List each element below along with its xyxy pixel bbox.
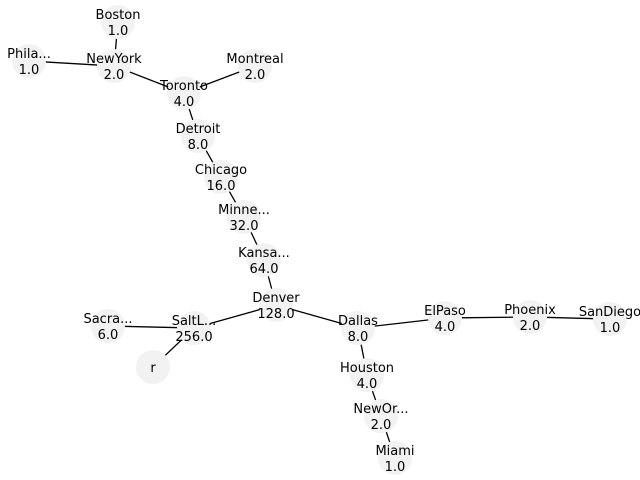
node-name-denver: Denver (252, 291, 300, 306)
edge-newyork-toronto (126, 70, 172, 89)
node-value-houston: 4.0 (357, 377, 378, 392)
node-name-chicago: Chicago (195, 163, 247, 178)
node-circle-sacra (91, 309, 125, 343)
node-phila: Phila...1.0 (7, 47, 51, 78)
node-value-dallas: 8.0 (348, 330, 369, 345)
node-value-denver: 128.0 (257, 307, 294, 322)
node-name-boston: Boston (96, 8, 141, 23)
node-value-toronto: 4.0 (174, 95, 195, 110)
edge-phila-newyork (42, 61, 101, 66)
node-circle-houston (350, 358, 384, 392)
edge-elpaso-phoenix (458, 316, 517, 319)
edge-saltl-r (164, 337, 185, 356)
node-name-sandiego: SanDiego (579, 305, 640, 320)
node-circle-montreal (238, 49, 272, 83)
nodes-layer: Boston1.0Phila...1.0NewYork2.0Montreal2.… (7, 5, 640, 475)
edges-layer (42, 35, 597, 445)
edge-minne-kansa (249, 229, 259, 248)
node-saltl: SaltL...256.0 (172, 314, 217, 345)
node-circle-minne (227, 200, 261, 234)
node-name-saltl: SaltL... (172, 314, 217, 329)
node-value-saltl: 256.0 (175, 330, 212, 345)
node-value-montreal: 2.0 (245, 68, 266, 83)
node-circle-kansa (247, 243, 281, 277)
node-value-kansa: 64.0 (250, 262, 279, 277)
edge-saltl-sacra (121, 325, 181, 329)
node-kansa: Kansa...64.0 (238, 246, 290, 277)
node-value-phila: 1.0 (19, 63, 40, 78)
node-value-sacra: 6.0 (98, 328, 119, 343)
node-r: r (150, 361, 156, 376)
node-value-boston: 1.0 (108, 24, 129, 39)
edge-montreal-toronto (196, 70, 243, 89)
edge-kansa-denver (266, 273, 274, 292)
edge-phoenix-sandiego (543, 316, 597, 320)
node-value-chicago: 16.0 (207, 179, 236, 194)
node-circle-r (136, 350, 170, 384)
node-circle-miami (378, 441, 412, 475)
node-circle-toronto (167, 76, 201, 110)
node-value-elpaso: 4.0 (435, 320, 456, 335)
node-value-newor: 2.0 (371, 418, 392, 433)
node-circle-denver (259, 288, 293, 322)
node-circle-phoenix (513, 300, 547, 334)
node-name-dallas: Dallas (338, 314, 378, 329)
node-circle-newor (364, 399, 398, 433)
node-name-newor: NewOr... (353, 402, 408, 417)
node-circle-saltl (177, 311, 211, 345)
node-name-r: r (150, 361, 156, 376)
node-circle-detroit (181, 119, 215, 153)
node-name-newyork: NewYork (86, 52, 142, 67)
node-minne: Minne...32.0 (218, 203, 270, 234)
node-name-detroit: Detroit (176, 122, 221, 137)
edge-dallas-houston (359, 341, 366, 362)
node-value-newyork: 2.0 (104, 68, 125, 83)
node-circle-dallas (341, 311, 375, 345)
node-circle-newyork (97, 49, 131, 83)
node-newor: NewOr...2.0 (353, 402, 408, 433)
node-name-kansa: Kansa... (238, 246, 290, 261)
node-circle-elpaso (428, 301, 462, 335)
edge-denver-saltl (207, 308, 263, 325)
node-name-houston: Houston (340, 361, 394, 376)
node-sacra: Sacra...6.0 (83, 312, 132, 343)
node-name-minne: Minne... (218, 203, 270, 218)
node-name-montreal: Montreal (226, 52, 283, 67)
node-name-phila: Phila... (7, 47, 51, 62)
edge-dallas-elpaso (371, 318, 432, 328)
node-name-sacra: Sacra... (83, 312, 132, 327)
node-circle-boston (101, 5, 135, 39)
node-name-phoenix: Phoenix (504, 303, 556, 318)
node-name-toronto: Toronto (159, 79, 208, 94)
node-value-detroit: 8.0 (188, 138, 209, 153)
edge-detroit-chicago (204, 147, 215, 166)
node-circle-chicago (204, 160, 238, 194)
node-circle-phila (12, 44, 46, 78)
node-circle-sandiego (593, 302, 627, 336)
edge-chicago-minne (227, 188, 238, 206)
node-name-elpaso: ElPaso (424, 304, 466, 319)
node-value-sandiego: 1.0 (600, 321, 621, 336)
node-name-miami: Miami (375, 444, 414, 459)
node-value-minne: 32.0 (230, 219, 259, 234)
node-value-phoenix: 2.0 (520, 319, 541, 334)
edge-denver-dallas (289, 308, 345, 325)
node-value-miami: 1.0 (385, 460, 406, 475)
